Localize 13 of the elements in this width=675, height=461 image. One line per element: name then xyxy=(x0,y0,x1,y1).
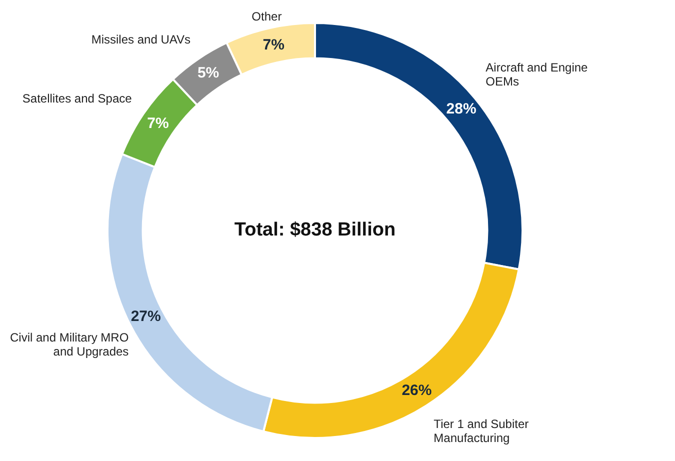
slice-label: Other xyxy=(252,9,282,24)
data-label: 5% xyxy=(197,64,220,82)
data-label: 28% xyxy=(446,100,476,118)
data-label: 7% xyxy=(262,36,284,54)
slice-label: Missiles and UAVs xyxy=(91,32,190,47)
data-label: 26% xyxy=(402,382,432,399)
slice-label: Civil and Military MRO and Upgrades xyxy=(10,330,129,358)
data-label: 27% xyxy=(130,308,161,325)
slice-label: Aircraft and Engine OEMs xyxy=(486,60,588,89)
text: Total: $838 Billion xyxy=(234,220,396,241)
slice-label: Tier 1 and Subiter Manufacturing xyxy=(434,416,529,445)
data-label: 7% xyxy=(147,114,169,132)
slice-label: Satellites and Space xyxy=(22,91,132,106)
